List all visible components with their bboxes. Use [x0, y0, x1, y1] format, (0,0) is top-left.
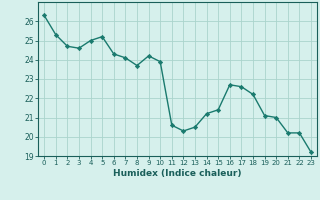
X-axis label: Humidex (Indice chaleur): Humidex (Indice chaleur): [113, 169, 242, 178]
